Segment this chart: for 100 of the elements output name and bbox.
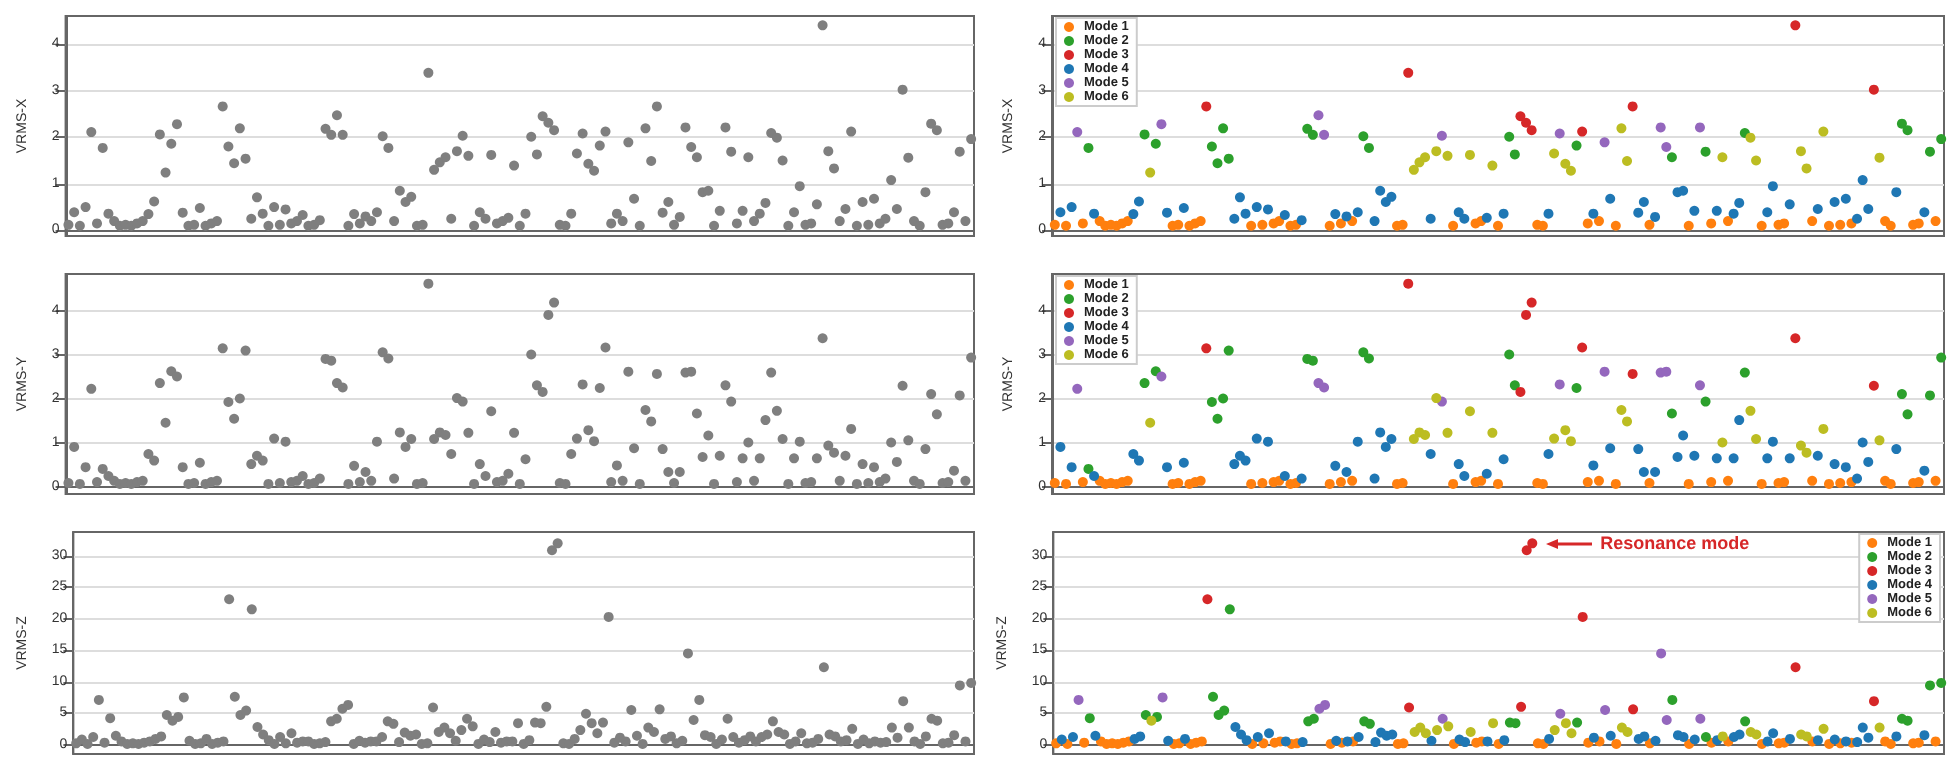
point (1464, 149, 1475, 160)
point (1818, 723, 1829, 734)
point (1544, 733, 1555, 744)
point (1370, 737, 1381, 748)
point (1577, 342, 1588, 353)
point (1700, 732, 1711, 743)
point (1431, 393, 1442, 404)
point (1694, 380, 1705, 391)
point (1404, 702, 1415, 713)
point (1588, 732, 1599, 743)
point (1835, 478, 1846, 488)
point (1206, 141, 1217, 152)
point (1072, 383, 1083, 394)
point (1493, 478, 1503, 489)
point (1375, 427, 1386, 438)
point (1650, 467, 1661, 477)
point (1223, 153, 1234, 164)
point (1768, 728, 1779, 739)
point (1319, 382, 1330, 393)
point (1162, 207, 1173, 218)
point (1133, 196, 1144, 207)
point (1762, 453, 1773, 464)
point (1341, 211, 1352, 222)
point (1784, 733, 1795, 744)
point (1408, 164, 1419, 175)
point (1717, 731, 1728, 742)
point (1072, 127, 1083, 138)
point (1734, 415, 1745, 426)
point (1426, 735, 1437, 746)
point (1706, 477, 1717, 488)
point (1767, 181, 1778, 192)
point (1498, 454, 1509, 465)
point (1369, 473, 1380, 484)
point (1689, 205, 1700, 216)
point (1633, 207, 1644, 218)
point (1049, 219, 1060, 230)
point (1083, 142, 1094, 153)
point (1767, 436, 1778, 447)
point (1554, 379, 1565, 390)
point (1756, 478, 1767, 489)
point (1745, 405, 1756, 416)
point (1790, 20, 1801, 31)
point (1146, 715, 1157, 726)
point (1279, 210, 1290, 221)
point (1616, 404, 1627, 415)
point (1403, 278, 1414, 289)
point (1251, 202, 1262, 213)
point (1375, 185, 1386, 196)
point (1335, 477, 1346, 488)
point (1924, 390, 1935, 401)
point (1163, 735, 1174, 746)
point (1128, 209, 1139, 220)
point (1891, 187, 1902, 198)
point (1678, 185, 1689, 196)
point (1358, 131, 1369, 142)
point (1784, 453, 1795, 464)
point (1279, 470, 1290, 481)
point (1324, 478, 1335, 489)
point (1156, 371, 1167, 382)
point (1610, 478, 1621, 489)
point (1055, 207, 1066, 218)
point (1521, 545, 1532, 556)
point (1868, 380, 1879, 391)
point (1919, 207, 1930, 218)
point (1812, 203, 1823, 214)
point (1616, 123, 1627, 134)
point (1734, 197, 1745, 208)
point (1661, 141, 1672, 152)
point (1795, 146, 1806, 157)
point (1835, 219, 1846, 230)
point (1061, 220, 1072, 231)
point (1180, 733, 1191, 744)
point (1482, 736, 1493, 747)
point (1891, 444, 1902, 455)
point (1801, 447, 1812, 458)
point (1128, 448, 1139, 459)
point (1145, 167, 1156, 178)
point (1459, 470, 1470, 481)
point (1852, 737, 1863, 748)
point (1358, 347, 1369, 358)
point (1751, 729, 1762, 740)
point (1453, 459, 1464, 470)
point (1230, 721, 1241, 732)
point (1145, 417, 1156, 428)
point (1852, 213, 1863, 224)
point (1448, 220, 1459, 231)
point (1549, 433, 1560, 444)
point (1605, 193, 1616, 204)
point (1386, 191, 1397, 202)
point (1924, 146, 1935, 157)
point (1066, 202, 1077, 213)
point (1784, 199, 1795, 210)
point (1324, 220, 1335, 231)
point (1206, 397, 1217, 408)
point (1459, 213, 1470, 224)
point (1639, 731, 1650, 742)
point (1223, 345, 1234, 356)
point (1751, 434, 1762, 444)
point (1650, 735, 1661, 746)
point (1543, 448, 1554, 459)
